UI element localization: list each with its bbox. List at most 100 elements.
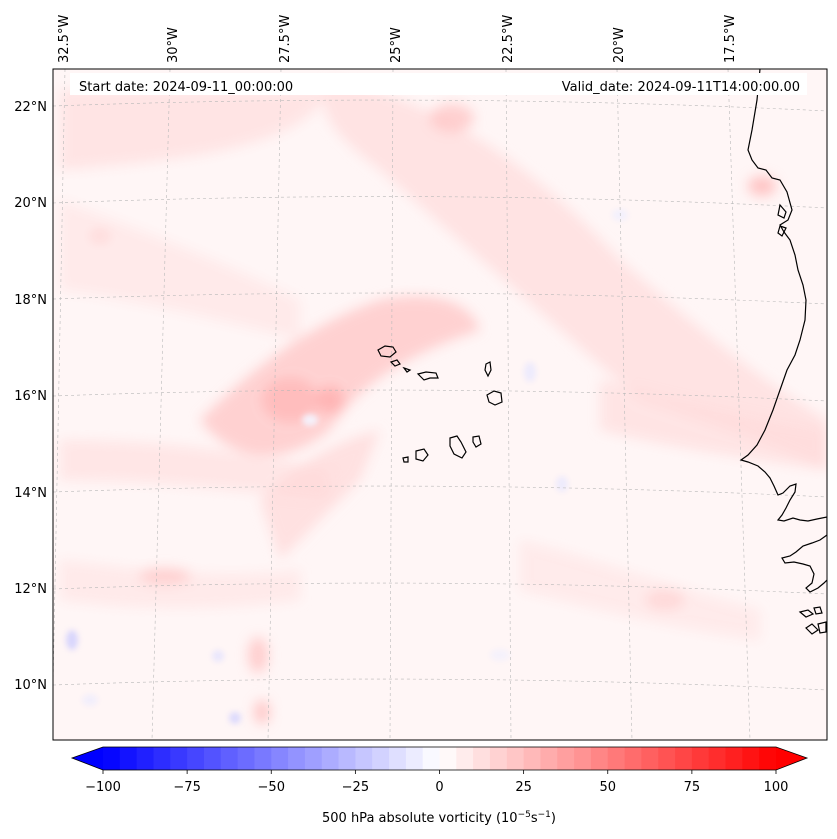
lat-label: 16°N [14, 389, 47, 404]
graticule [53, 69, 827, 740]
colorbar-cell [658, 747, 676, 770]
island-fogo [415, 448, 429, 462]
start-date-label: Start date: 2024-09-11_00:00:00 [79, 80, 293, 95]
meridian-27.5w [267, 69, 282, 740]
colorbar-cell [439, 747, 457, 770]
colorbar-cell [321, 747, 339, 770]
colorbar-cell [725, 747, 743, 770]
colorbar-ticks: −100 −75 −50 −25 0 25 50 75 100 [85, 770, 788, 795]
parallel-22n [53, 99, 827, 112]
lon-label: 27.5°W [278, 15, 293, 63]
parallel-12n [53, 582, 827, 595]
lon-label: 32.5°W [57, 15, 72, 63]
lat-label: 18°N [14, 293, 47, 308]
lat-label: 14°N [14, 486, 47, 501]
colorbar-tick-label: −100 [85, 780, 121, 795]
colorbar-cell [489, 747, 508, 770]
meridian-20w [616, 69, 633, 740]
cape-verde-islands [377, 345, 503, 463]
colorbar-cell [590, 747, 609, 770]
lon-label: 20°W [612, 27, 627, 63]
meridian-32.5w [53, 69, 66, 704]
colorbar-cell [523, 747, 541, 770]
colorbar-cell [759, 747, 777, 770]
lon-label: 25°W [389, 27, 404, 63]
parallel-20n [53, 196, 827, 209]
map-frame [52, 68, 828, 741]
island-sao-nicolau [416, 371, 439, 381]
colorbar-cell [372, 747, 390, 770]
colorbar-cell [456, 747, 474, 770]
lon-label: 17.5°W [723, 15, 738, 63]
colorbar-cell [742, 747, 760, 770]
parallel-18n [53, 292, 827, 305]
colorbar-cell [691, 747, 710, 770]
island-santo-antao [377, 345, 397, 358]
colorbar-cell [574, 747, 592, 770]
island-santiago [449, 435, 467, 459]
colorbar-cell [641, 747, 659, 770]
colorbar-cell [254, 747, 272, 770]
vorticity-field [60, 80, 827, 724]
map-area [53, 69, 827, 740]
latitude-labels: 22°N 20°N 18°N 16°N 14°N 12°N 10°N [14, 100, 47, 693]
west-africa-coast [739, 69, 827, 593]
colorbar-cell [708, 747, 726, 770]
date-header-strip [70, 73, 807, 95]
colorbar-cell [203, 747, 222, 770]
island-boa-vista [486, 390, 503, 406]
colorbar-tick-label: −25 [342, 780, 369, 795]
colorbar-cell [506, 747, 525, 770]
colorbar-cell [136, 747, 154, 770]
meridian-22.5w [505, 69, 512, 740]
colorbar-cell [422, 747, 440, 770]
island-brava [402, 456, 409, 463]
colorbar-max-extension [776, 747, 807, 770]
colorbar-cell [237, 747, 255, 770]
lat-label: 22°N [14, 100, 47, 115]
meridian-30w [151, 69, 171, 740]
parallel-14n [53, 485, 827, 498]
coast-inlet [777, 203, 787, 237]
colorbar-cell [473, 747, 491, 770]
colorbar-cell [288, 747, 306, 770]
lat-label: 12°N [14, 582, 47, 597]
lat-label: 10°N [14, 678, 47, 693]
colorbar-cell [607, 747, 625, 770]
colorbar-cell [170, 747, 188, 770]
bijagos-islands [798, 606, 827, 635]
longitude-labels: 32.5°W 30°W 27.5°W 25°W 22.5°W 20°W 17.5… [57, 15, 738, 63]
negative-vorticity-patches [66, 209, 628, 724]
colorbar-cell [624, 747, 642, 770]
colorbar-label: 500 hPa absolute vorticity (10−5s−1) [322, 810, 556, 826]
parallel-10n [53, 678, 827, 691]
island-santa-luzia [402, 366, 412, 373]
colorbar-cell [153, 747, 171, 770]
lat-label: 20°N [14, 196, 47, 211]
island-sao-vicente [389, 359, 401, 367]
colorbar-cell [271, 747, 289, 770]
lon-label: 30°W [166, 27, 181, 63]
colorbar-tick-label: −75 [173, 780, 200, 795]
colorbar-cell [187, 747, 205, 770]
colorbar-tick-label: 75 [684, 780, 701, 795]
colorbar-cell [304, 747, 323, 770]
colorbar-cell [338, 747, 356, 770]
colorbar-tick-label: −50 [258, 780, 285, 795]
colorbar-tick-label: 100 [764, 780, 789, 795]
colorbar-cell [540, 747, 558, 770]
colorbar: −100 −75 −50 −25 0 25 50 75 100 500 hPa absolute… [70, 746, 809, 826]
colorbar-cell [389, 747, 407, 770]
island-sal [484, 361, 492, 378]
colorbar-min-extension [72, 747, 103, 770]
colorbar-cell [103, 747, 121, 770]
meridian-17.5w [727, 69, 751, 740]
colorbar-cell [220, 747, 238, 770]
colorbar-tick-label: 0 [435, 780, 443, 795]
colorbar-cell [355, 747, 373, 770]
meridian-25w [389, 69, 394, 740]
colorbar-cell [557, 747, 575, 770]
coastline [739, 69, 827, 635]
colorbar-tick-label: 25 [515, 780, 532, 795]
